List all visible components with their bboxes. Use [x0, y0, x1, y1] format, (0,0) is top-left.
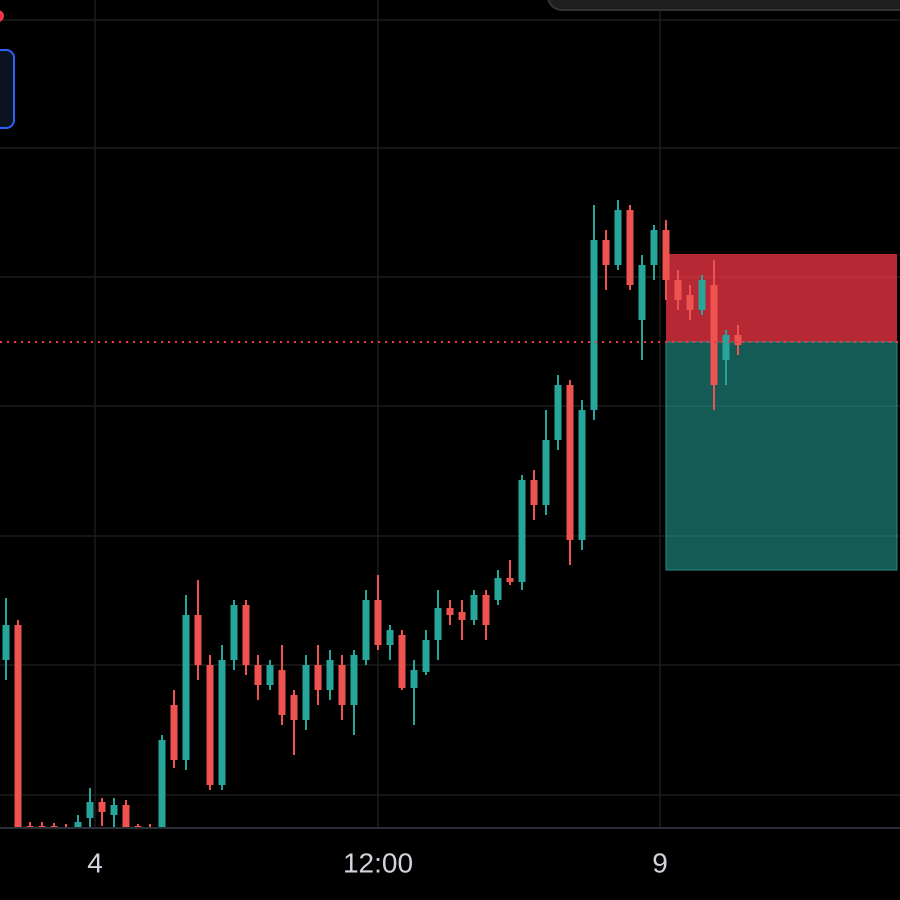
candle-body — [710, 285, 718, 385]
candle-body — [290, 695, 298, 720]
x-tick-label: 4 — [87, 847, 103, 878]
candle-body — [218, 660, 226, 785]
candle-body — [158, 740, 166, 828]
candle-body — [254, 665, 262, 685]
candle-body — [590, 240, 598, 410]
x-tick-label: 9 — [652, 847, 668, 878]
candle-body — [482, 595, 490, 625]
candle-body — [506, 578, 514, 582]
candle-body — [314, 665, 322, 690]
candle-body — [566, 385, 574, 540]
candle-body — [362, 600, 370, 660]
candle-body — [374, 600, 382, 645]
x-tick-label: 12:00 — [343, 847, 413, 878]
grid — [0, 0, 900, 828]
candle-body — [698, 280, 706, 310]
candle-body — [542, 440, 550, 505]
candle-body — [122, 805, 130, 828]
candle-body — [674, 280, 682, 300]
candle-body — [386, 630, 394, 645]
status-dot — [0, 10, 4, 22]
candle-body — [350, 655, 358, 705]
candle-body — [326, 660, 334, 690]
candle-body — [626, 210, 634, 285]
top-panel[interactable] — [547, 0, 900, 11]
candle-body — [602, 240, 610, 265]
candle-body — [722, 335, 730, 360]
candle-body — [170, 705, 178, 760]
candle-body — [578, 410, 586, 540]
candle-body — [446, 608, 454, 615]
candle-body — [410, 670, 418, 688]
candle-body — [434, 608, 442, 640]
candle-body — [470, 595, 478, 620]
target-zone — [665, 341, 898, 571]
candle-body — [74, 822, 82, 828]
candle-body — [110, 805, 118, 815]
candle-body — [302, 665, 310, 720]
candle-body — [194, 615, 202, 665]
candle-body — [662, 230, 670, 280]
candle-body — [2, 625, 10, 660]
candle-body — [278, 670, 286, 715]
candle-body — [650, 230, 658, 265]
candle-body — [518, 480, 526, 582]
candle-body — [614, 210, 622, 265]
candle-body — [422, 640, 430, 672]
x-axis: 4 12:00 9 — [87, 847, 668, 878]
candle-body — [338, 665, 346, 705]
candle-body — [530, 480, 538, 505]
candle-body — [734, 335, 742, 345]
candle-body — [554, 385, 562, 440]
candle-body — [206, 665, 214, 785]
candle-body — [494, 578, 502, 600]
candle-body — [398, 635, 406, 688]
candle-body — [242, 605, 250, 665]
candle-body — [458, 612, 466, 620]
candle-body — [182, 615, 190, 760]
candle-body — [14, 625, 22, 828]
candle-body — [638, 265, 646, 320]
side-button[interactable] — [0, 49, 15, 129]
candle-body — [686, 295, 694, 310]
candle-body — [266, 665, 274, 685]
candle-body — [230, 605, 238, 660]
plot — [0, 200, 900, 829]
candle-body — [86, 802, 94, 818]
candle-body — [98, 802, 106, 812]
